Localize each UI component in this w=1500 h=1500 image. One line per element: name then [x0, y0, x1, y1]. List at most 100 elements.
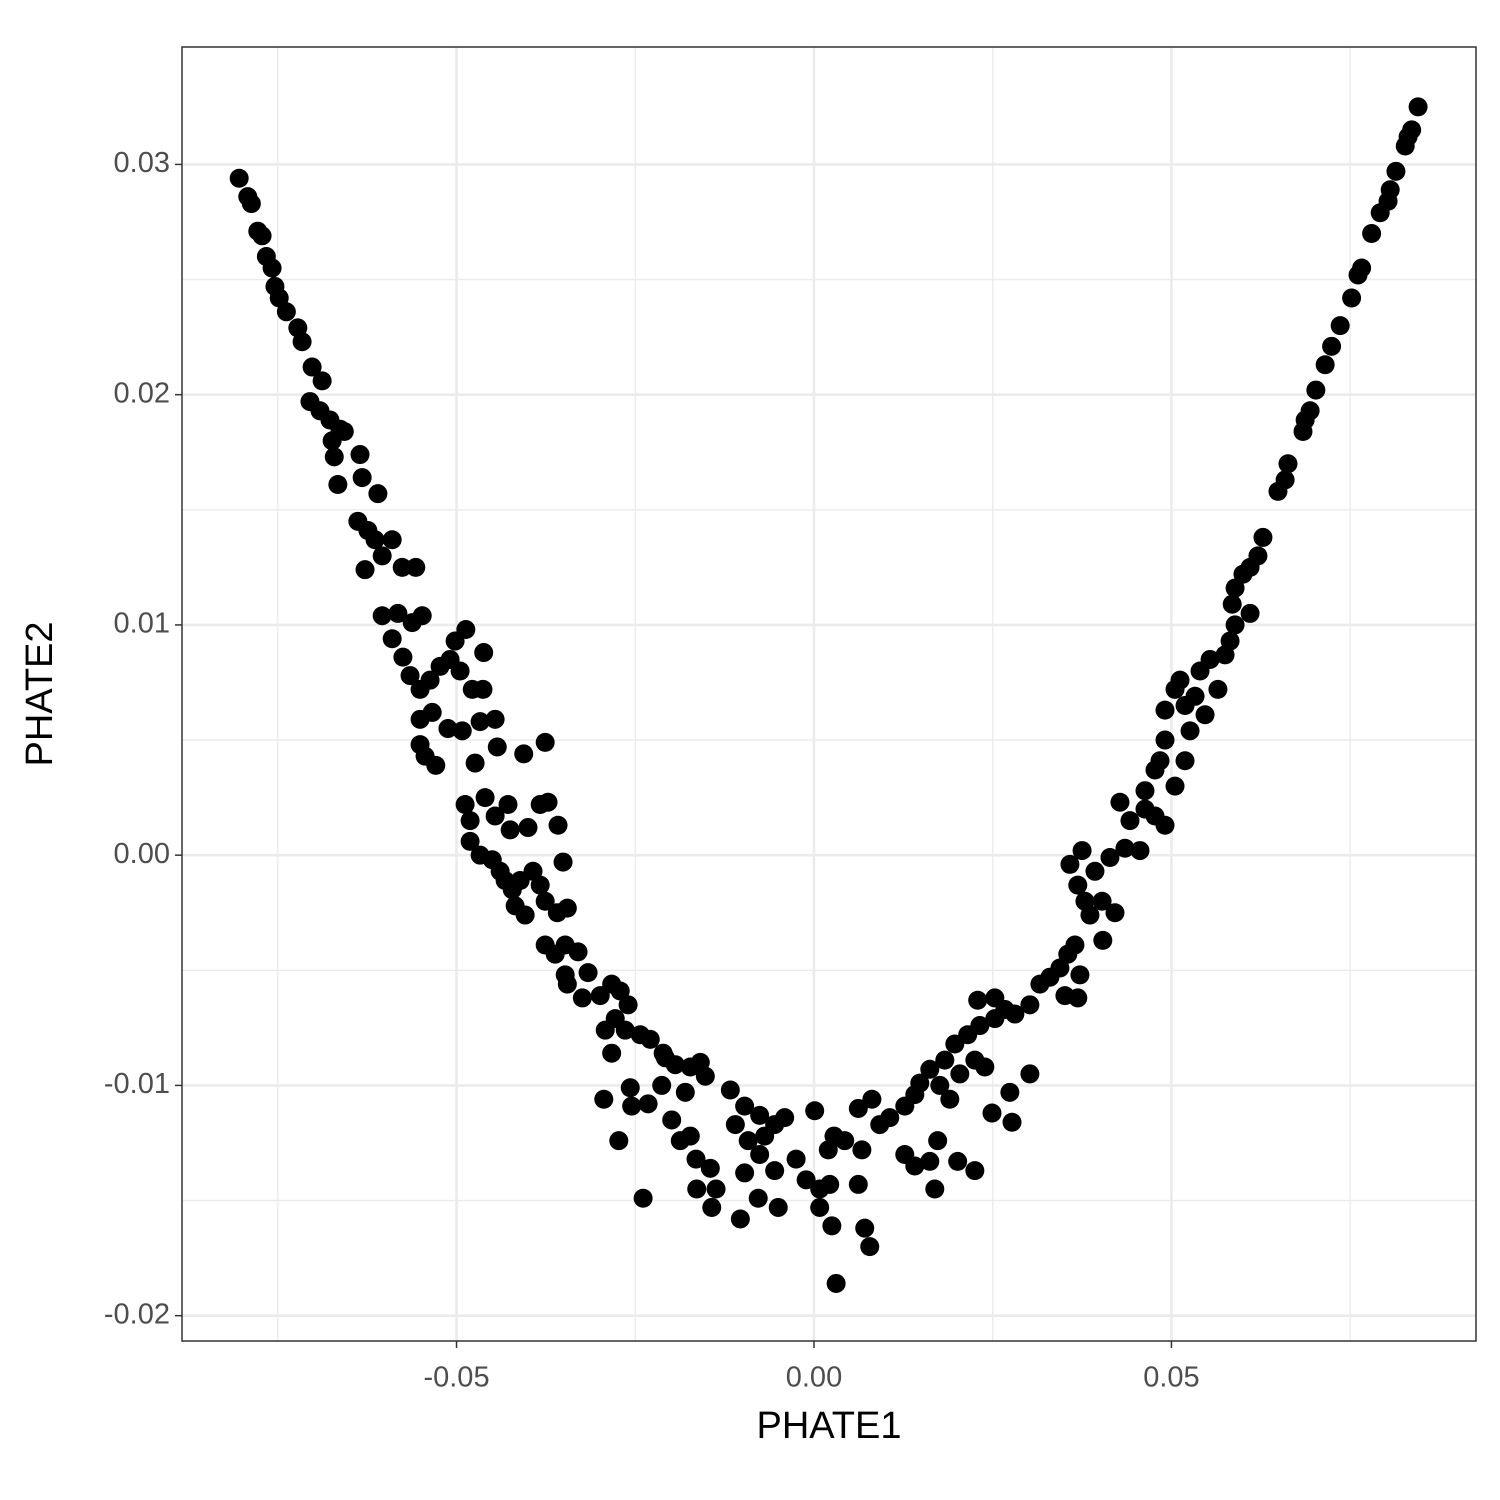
point	[750, 1144, 770, 1164]
point	[675, 1082, 695, 1102]
point	[1306, 380, 1326, 400]
point	[406, 557, 426, 577]
point	[514, 744, 534, 764]
point	[855, 1218, 875, 1238]
point	[485, 806, 505, 826]
point	[1150, 751, 1170, 771]
point	[748, 1188, 768, 1208]
point	[1248, 546, 1268, 566]
point	[1020, 995, 1040, 1015]
point	[1342, 288, 1362, 308]
point	[633, 1188, 653, 1208]
point	[768, 1197, 788, 1217]
point	[930, 1075, 950, 1095]
point	[1170, 670, 1190, 690]
point	[530, 875, 550, 895]
point	[334, 422, 354, 442]
point	[1085, 861, 1105, 881]
point	[687, 1179, 707, 1199]
point	[392, 557, 412, 577]
point	[422, 702, 442, 722]
point	[725, 1115, 745, 1135]
point	[372, 546, 392, 566]
point	[365, 530, 385, 550]
point	[276, 302, 296, 322]
point	[1402, 120, 1422, 140]
point	[702, 1197, 722, 1217]
point	[1386, 161, 1406, 181]
point	[680, 1126, 700, 1146]
x-tick-label: 0.00	[786, 1362, 842, 1394]
point	[262, 258, 282, 278]
point	[706, 1179, 726, 1199]
point	[1380, 180, 1400, 200]
point	[1092, 891, 1112, 911]
point	[382, 530, 402, 550]
point	[1135, 781, 1155, 801]
point	[450, 661, 470, 681]
point	[1155, 815, 1175, 835]
point	[465, 753, 485, 773]
point	[615, 1020, 635, 1040]
point	[355, 560, 375, 580]
y-tick-label: 0.01	[114, 608, 170, 640]
panel-border	[181, 46, 1477, 1342]
point	[460, 811, 480, 831]
point	[1278, 454, 1298, 474]
point	[324, 447, 344, 467]
point	[610, 981, 630, 1001]
y-axis-title: PHATE2	[19, 621, 61, 766]
point	[1072, 841, 1092, 861]
y-tick-label: 0.00	[114, 838, 170, 870]
point	[1020, 1064, 1040, 1084]
point	[910, 1073, 930, 1093]
point	[474, 643, 494, 663]
point	[1330, 316, 1350, 336]
point	[229, 168, 249, 188]
point	[1002, 1112, 1022, 1132]
point	[388, 603, 408, 623]
point	[350, 445, 370, 465]
point	[553, 852, 573, 872]
point	[1185, 686, 1205, 706]
point	[1130, 841, 1150, 861]
y-tick-label: -0.02	[104, 1298, 170, 1330]
point	[1093, 930, 1113, 950]
point	[1100, 847, 1120, 867]
point	[928, 1131, 948, 1151]
point	[412, 606, 432, 626]
point	[602, 1043, 622, 1063]
point	[1225, 615, 1245, 635]
point	[730, 1209, 750, 1229]
point	[1068, 875, 1088, 895]
point	[1165, 776, 1185, 796]
point	[618, 995, 638, 1015]
point	[925, 1179, 945, 1199]
point	[735, 1096, 755, 1116]
point	[456, 620, 476, 640]
point	[382, 629, 402, 649]
point	[1240, 603, 1260, 623]
point	[982, 1103, 1002, 1123]
y-tick-label: 0.03	[114, 147, 170, 179]
point	[1155, 730, 1175, 750]
point	[460, 831, 480, 851]
point	[590, 986, 610, 1006]
point	[1105, 903, 1125, 923]
point	[1200, 649, 1220, 669]
x-tick-label: -0.05	[423, 1362, 489, 1394]
point	[985, 988, 1005, 1008]
point	[640, 1029, 660, 1049]
point	[1175, 751, 1195, 771]
point	[312, 371, 332, 391]
point	[473, 679, 493, 699]
point	[1352, 258, 1372, 278]
point	[328, 474, 348, 494]
point	[860, 1237, 880, 1257]
point	[622, 1096, 642, 1116]
point	[848, 1098, 868, 1118]
x-tick-label: 0.05	[1143, 1362, 1199, 1394]
point	[965, 1161, 985, 1181]
point	[1068, 988, 1088, 1008]
